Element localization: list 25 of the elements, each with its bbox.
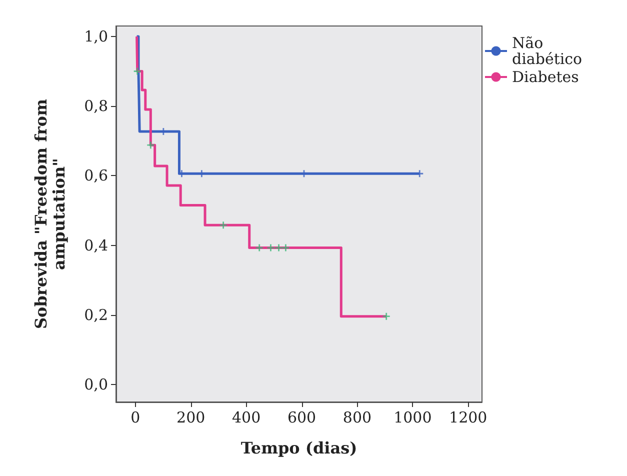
y-tick-label: 0,8	[84, 97, 108, 116]
y-tick-label: 0,2	[84, 306, 108, 324]
x-tick-label: 0	[130, 408, 140, 426]
point	[282, 244, 290, 252]
y-tick-label: 0,4	[84, 236, 108, 254]
y-tick-label: 0,6	[84, 166, 108, 185]
point	[147, 142, 154, 149]
point	[267, 244, 274, 252]
x-tick-label: 1200	[449, 408, 488, 426]
y-tick-label: 0,0	[84, 376, 108, 394]
y-axis-title: Sobrevida "Freedom from amputation"	[32, 98, 68, 329]
point	[382, 312, 390, 320]
point	[220, 222, 227, 229]
point	[256, 244, 263, 252]
x-tick-label: 800	[342, 408, 372, 426]
x-tick-label: 200	[176, 408, 206, 426]
legend-label: Diabetes	[512, 68, 579, 86]
x-tick-label: 1000	[394, 408, 432, 426]
x-axis-title: Tempo (dias)	[240, 438, 358, 458]
x-tick-label: 600	[287, 408, 316, 426]
y-tick-label: 1,0	[84, 27, 108, 46]
point	[275, 244, 282, 252]
point	[134, 68, 141, 75]
x-tick-label: 400	[232, 408, 261, 426]
legend-label: Não diabético	[512, 34, 582, 68]
